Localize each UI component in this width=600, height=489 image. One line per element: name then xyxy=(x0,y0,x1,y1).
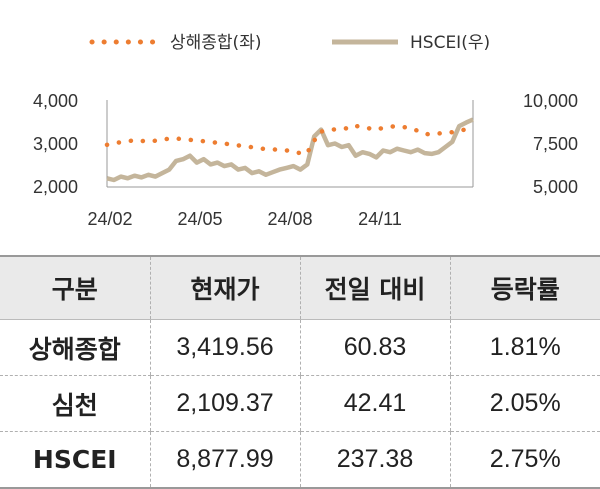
row-change: 42.41 xyxy=(299,375,450,432)
y-right-tick-label: 7,500 xyxy=(533,134,578,154)
row-name: HSCEI xyxy=(0,431,150,489)
row-name: 상해종합 xyxy=(0,319,150,376)
header-rate: 등락률 xyxy=(449,255,600,320)
market-line-chart: 상해종합(좌) HSCEI(우) 4,000 3,000 2,000 10,00… xyxy=(33,33,578,229)
y-right-tick-label: 5,000 xyxy=(533,177,578,197)
table-row: 심천 2,109.37 42.41 2.05% xyxy=(0,375,600,432)
series-line-hscei xyxy=(106,117,474,183)
chart-legend: 상해종합(좌) HSCEI(우) xyxy=(89,33,490,53)
series-line-shanghai xyxy=(104,122,476,158)
row-rate: 1.81% xyxy=(449,319,600,376)
table-row: 상해종합 3,419.56 60.83 1.81% xyxy=(0,319,600,376)
y-right-tick-label: 10,000 xyxy=(523,91,578,111)
table-header-row: 구분 현재가 전일 대비 등락률 xyxy=(0,255,600,320)
row-price: 3,419.56 xyxy=(149,319,300,376)
y-left-tick-label: 2,000 xyxy=(33,177,78,197)
row-change: 60.83 xyxy=(299,319,450,376)
legend-label-hscei: HSCEI(우) xyxy=(410,33,490,53)
x-tick-label: 24/11 xyxy=(358,209,402,229)
x-tick-label: 24/05 xyxy=(177,209,222,229)
market-summary-table: 구분 현재가 전일 대비 등락률 상해종합 3,419.56 60.83 1.8… xyxy=(0,255,600,489)
row-name: 심천 xyxy=(0,375,150,432)
legend-label-shanghai: 상해종합(좌) xyxy=(170,33,261,53)
y-left-tick-label: 3,000 xyxy=(33,134,78,154)
x-tick-label: 24/08 xyxy=(267,209,312,229)
header-change: 전일 대비 xyxy=(299,255,450,320)
header-price: 현재가 xyxy=(149,255,300,320)
row-price: 2,109.37 xyxy=(149,375,300,432)
x-tick-label: 24/02 xyxy=(87,209,132,229)
row-change: 237.38 xyxy=(299,431,450,489)
header-category: 구분 xyxy=(0,255,150,320)
row-rate: 2.05% xyxy=(449,375,600,432)
y-left-tick-label: 4,000 xyxy=(33,91,78,111)
